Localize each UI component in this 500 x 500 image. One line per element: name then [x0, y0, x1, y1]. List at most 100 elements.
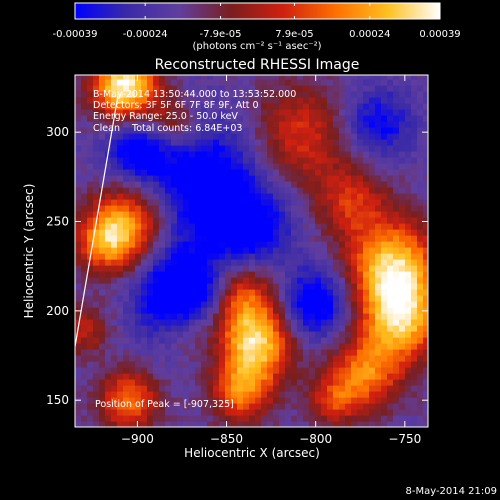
- heatmap-cell: [333, 403, 340, 410]
- heatmap-cell: [147, 133, 154, 140]
- heatmap-cell: [183, 361, 190, 368]
- heatmap-cell: [183, 343, 190, 350]
- heatmap-cell: [213, 379, 220, 386]
- heatmap-cell: [111, 271, 118, 278]
- heatmap-cell: [387, 163, 394, 170]
- heatmap-cell: [129, 121, 136, 128]
- heatmap-cell: [303, 307, 310, 314]
- heatmap-cell: [105, 199, 112, 206]
- heatmap-cell: [165, 229, 172, 236]
- heatmap-cell: [213, 133, 220, 140]
- heatmap-cell: [123, 247, 130, 254]
- heatmap-cell: [147, 289, 154, 296]
- heatmap-cell: [93, 313, 100, 320]
- heatmap-cell: [333, 265, 340, 272]
- heatmap-cell: [159, 121, 166, 128]
- heatmap-cell: [273, 331, 280, 338]
- heatmap-cell: [207, 373, 214, 380]
- heatmap-cell: [321, 253, 328, 260]
- heatmap-cell: [411, 229, 418, 236]
- heatmap-cell: [399, 151, 406, 158]
- heatmap-cell: [375, 265, 382, 272]
- heatmap-cell: [303, 361, 310, 368]
- heatmap-cell: [201, 175, 208, 182]
- heatmap-cell: [213, 361, 220, 368]
- heatmap-cell: [279, 325, 286, 332]
- heatmap-cell: [279, 103, 286, 110]
- heatmap-cell: [183, 415, 190, 422]
- heatmap-cell: [147, 283, 154, 290]
- heatmap-cell: [111, 319, 118, 326]
- heatmap-cell: [225, 295, 232, 302]
- heatmap-cell: [105, 415, 112, 422]
- heatmap-cell: [87, 223, 94, 230]
- heatmap-cell: [267, 337, 274, 344]
- heatmap-cell: [225, 133, 232, 140]
- heatmap-cell: [345, 289, 352, 296]
- heatmap-cell: [255, 265, 262, 272]
- heatmap-cell: [225, 409, 232, 416]
- heatmap-cell: [243, 85, 250, 92]
- heatmap-cell: [399, 229, 406, 236]
- heatmap-cell: [405, 331, 412, 338]
- heatmap-cell: [129, 241, 136, 248]
- heatmap-cell: [357, 205, 364, 212]
- heatmap-cell: [105, 301, 112, 308]
- heatmap-cell: [219, 397, 226, 404]
- heatmap-cell: [243, 199, 250, 206]
- heatmap-cell: [297, 103, 304, 110]
- heatmap-cell: [273, 385, 280, 392]
- heatmap-cell: [387, 367, 394, 374]
- heatmap-cell: [291, 211, 298, 218]
- heatmap-cell: [171, 307, 178, 314]
- heatmap-cell: [201, 325, 208, 332]
- heatmap-cell: [237, 373, 244, 380]
- heatmap-cell: [267, 235, 274, 242]
- heatmap-cell: [387, 361, 394, 368]
- heatmap-cell: [321, 211, 328, 218]
- heatmap-cell: [219, 91, 226, 98]
- heatmap-cell: [129, 127, 136, 134]
- heatmap-cell: [201, 337, 208, 344]
- heatmap-cell: [111, 157, 118, 164]
- heatmap-cell: [273, 223, 280, 230]
- heatmap-cell: [225, 319, 232, 326]
- heatmap-cell: [237, 97, 244, 104]
- heatmap-cell: [147, 421, 154, 427]
- heatmap-cell: [345, 133, 352, 140]
- heatmap-cell: [111, 313, 118, 320]
- heatmap-cell: [399, 79, 406, 86]
- heatmap-cell: [147, 325, 154, 332]
- heatmap-cell: [243, 307, 250, 314]
- heatmap-cell: [405, 397, 412, 404]
- heatmap-cell: [201, 199, 208, 206]
- heatmap-cell: [129, 109, 136, 116]
- heatmap-cell: [243, 319, 250, 326]
- heatmap-cell: [243, 325, 250, 332]
- heatmap-cell: [297, 247, 304, 254]
- heatmap-cell: [333, 85, 340, 92]
- heatmap-cell: [405, 75, 412, 80]
- heatmap-cell: [129, 367, 136, 374]
- heatmap-cell: [273, 277, 280, 284]
- heatmap-cell: [423, 367, 428, 374]
- colorbar-tick-label: 7.9e-05: [275, 29, 313, 40]
- heatmap-cell: [375, 115, 382, 122]
- heatmap-cell: [411, 181, 418, 188]
- heatmap-cell: [345, 373, 352, 380]
- heatmap-cell: [153, 313, 160, 320]
- heatmap-cell: [135, 175, 142, 182]
- heatmap-cell: [399, 289, 406, 296]
- heatmap-cell: [147, 97, 154, 104]
- heatmap-cell: [411, 391, 418, 398]
- heatmap-cell: [333, 103, 340, 110]
- heatmap-cell: [231, 133, 238, 140]
- heatmap-cell: [111, 283, 118, 290]
- heatmap-cell: [231, 355, 238, 362]
- heatmap-cell: [297, 181, 304, 188]
- heatmap-cell: [87, 115, 94, 122]
- heatmap-cell: [237, 397, 244, 404]
- heatmap-cell: [291, 421, 298, 427]
- heatmap-cell: [201, 379, 208, 386]
